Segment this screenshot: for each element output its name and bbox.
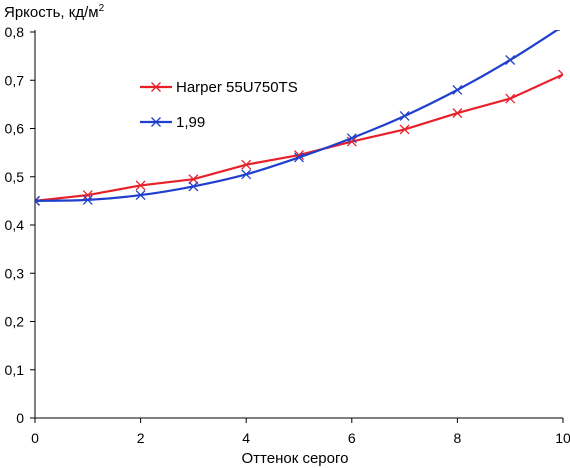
data-point [399, 124, 410, 135]
y-tick-label: 0,5 [5, 169, 25, 185]
x-tick-label: 0 [31, 430, 39, 446]
y-tick-label: 0,3 [5, 265, 25, 281]
data-point [505, 55, 516, 65]
legend-marker [151, 117, 161, 127]
legend-item: 1,99 [140, 114, 205, 131]
data-point [241, 169, 252, 180]
data-point [35, 195, 40, 206]
data-point [135, 180, 146, 191]
y-axis-ticks: 0 0,1 0,2 0,3 0,4 0,5 0,6 0,7 0,8 [5, 24, 35, 426]
x-tick-label: 6 [348, 430, 356, 446]
data-point [558, 30, 561, 32]
x-tick-label: 8 [454, 430, 462, 446]
series-layer [35, 30, 563, 206]
legend: Harper 55U750TS 1,99 [140, 79, 298, 131]
legend-item: Harper 55U750TS [140, 79, 298, 96]
y-tick-label: 0 [16, 410, 24, 426]
legend-marker [151, 82, 161, 92]
legend-label: Harper 55U750TS [176, 79, 298, 96]
data-point [452, 84, 463, 95]
data-point [505, 93, 516, 104]
series-line [35, 73, 563, 202]
series-gamma-1-99 [35, 30, 561, 206]
x-tick-label: 2 [137, 430, 145, 446]
data-point [558, 69, 563, 80]
data-point [294, 152, 304, 163]
data-point [82, 194, 93, 205]
y-tick-label: 0,2 [5, 314, 25, 330]
x-tick-label: 10 [555, 430, 570, 446]
y-tick-label: 0,1 [5, 362, 25, 378]
x-tick-label: 4 [242, 430, 250, 446]
data-point [82, 190, 93, 201]
y-tick-label: 0,6 [5, 121, 25, 137]
series-line [35, 30, 560, 202]
y-tick-label: 0,7 [5, 72, 25, 88]
data-point [135, 190, 146, 201]
data-point [346, 133, 357, 144]
x-axis-title: Оттенок серого [242, 450, 349, 467]
y-tick-label: 0,4 [5, 217, 25, 233]
data-point [452, 108, 463, 119]
y-tick-label: 0,8 [5, 24, 25, 40]
data-point [188, 174, 199, 185]
y-axis-title: Яркость, кд/м2 [4, 3, 105, 21]
data-point [399, 110, 410, 121]
legend-label: 1,99 [176, 114, 205, 131]
series-harper [35, 69, 563, 206]
data-point [188, 181, 199, 192]
data-point [241, 159, 252, 170]
x-axis-ticks: 0 2 4 6 8 10 [31, 418, 570, 446]
